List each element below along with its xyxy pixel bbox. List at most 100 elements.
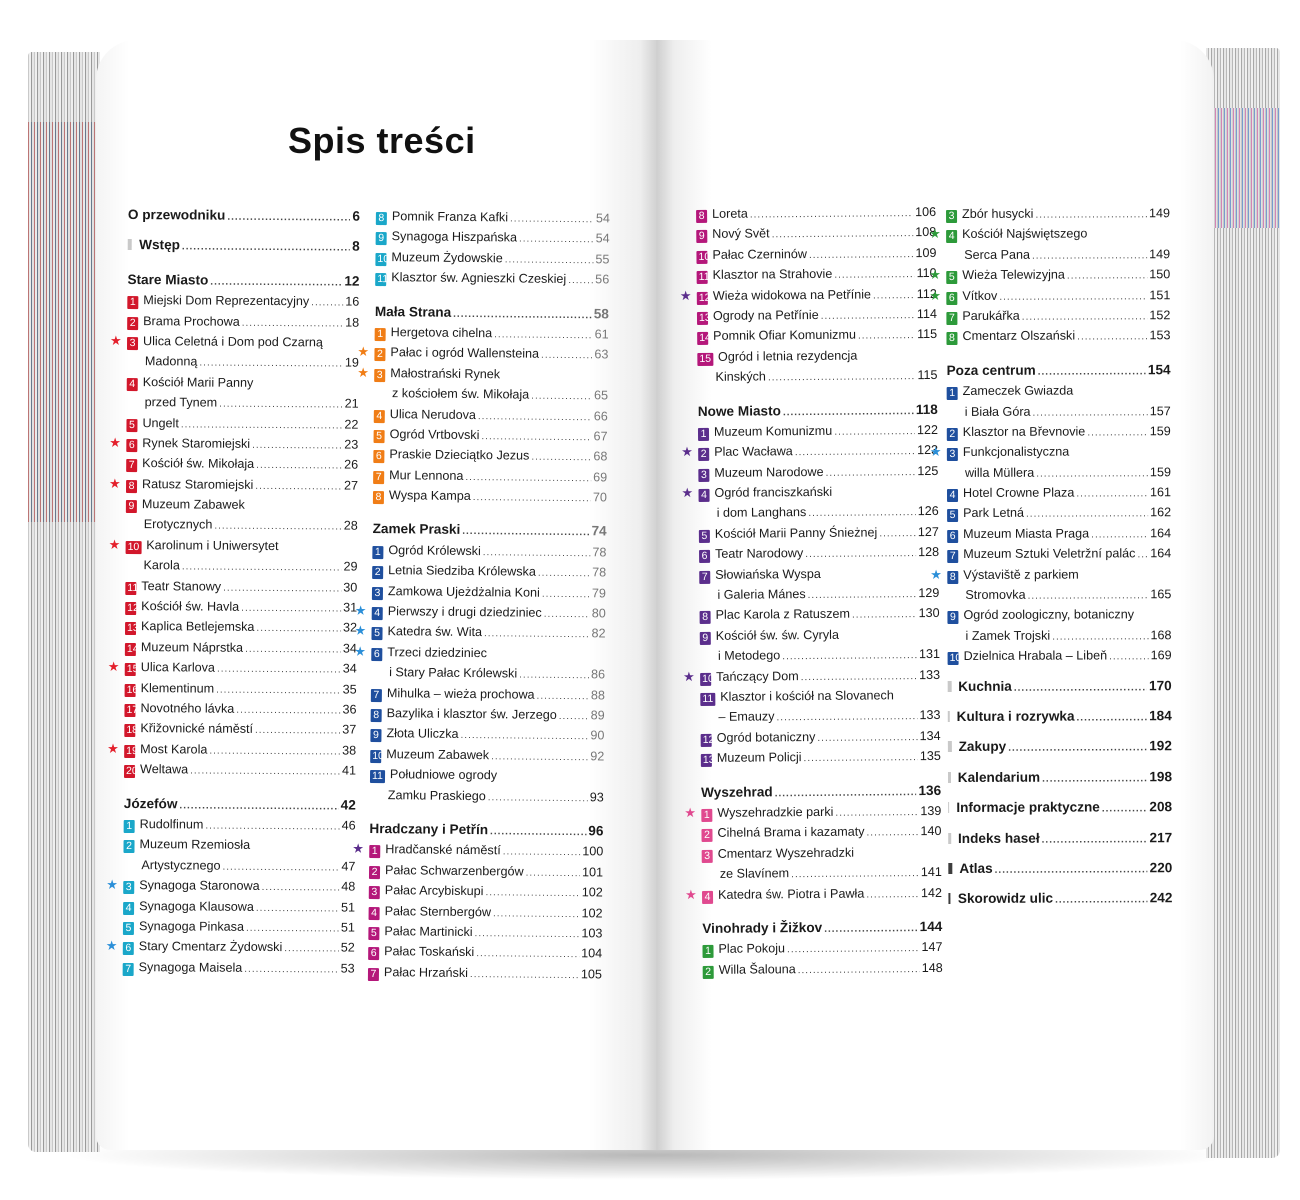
toc-entry[interactable]: 8 Bazylika i klasztor św. Jerzego 89 (370, 703, 605, 726)
toc-entry[interactable]: 7 Mihulka – wieża prochowa 88 (370, 683, 605, 706)
toc-entry[interactable]: ★ 2 Pałac i ogród Wallensteina 63 (357, 342, 608, 365)
toc-entry[interactable]: 9 Synagoga Hiszpańska 54 (375, 226, 610, 249)
toc-entry[interactable]: ★ 10 Karolinum i Uniwersytet (109, 535, 358, 557)
toc-entry[interactable]: 7 Mur Lennona 69 (373, 465, 607, 488)
toc-section[interactable]: Kuchnia 170 (947, 676, 1172, 697)
toc-section[interactable]: Kalendarium 198 (947, 767, 1172, 788)
toc-entry-continuation[interactable]: Karola 29 (125, 555, 357, 577)
toc-entry[interactable]: 11 Klasztor i kościół na Slovanech (700, 685, 940, 707)
toc-entry[interactable]: ★ 6 Trzeci dziedziniec (354, 642, 605, 665)
toc-entry-continuation[interactable]: – Emauzy 133 (700, 705, 940, 727)
toc-chapter[interactable]: Józefów 42 (124, 794, 356, 816)
toc-entry[interactable]: 7 Słowiańska Wyspa (699, 563, 939, 585)
toc-entry[interactable]: 1 Rudolfinum 46 (123, 814, 356, 836)
toc-chapter[interactable]: Mała Strana 58 (375, 302, 609, 325)
toc-entry[interactable]: 3 Pałac Arcybiskupi 102 (368, 880, 603, 903)
toc-entry-continuation[interactable]: Zamku Praskiego 93 (370, 785, 604, 808)
toc-entry[interactable]: 11 Południowe ogrody (369, 764, 604, 787)
toc-entry[interactable]: 5 Park Letná 162 (947, 503, 1171, 524)
toc-section[interactable]: O przewodniku 6 (128, 205, 360, 227)
toc-entry[interactable]: ★ 4 Ogród franciszkański (681, 481, 938, 503)
toc-entry[interactable]: ★ 3 Synagoga Staronowa 48 (106, 875, 355, 897)
toc-section[interactable]: Wstęp 8 (127, 235, 360, 257)
toc-entry[interactable]: 7 Synagoga Maisela 53 (122, 957, 355, 979)
toc-entry-continuation[interactable]: i Zamek Trojski 168 (947, 625, 1171, 646)
toc-entry[interactable]: 1 Miejski Dom Reprezentacyjny 16 (127, 290, 359, 312)
toc-chapter[interactable]: Vinohrady i Žižkov 144 (702, 917, 942, 939)
toc-entry[interactable]: ★ 8 Ratusz Staromiejski 27 (109, 474, 358, 496)
toc-entry[interactable]: 8 Plac Karola z Ratuszem 130 (699, 603, 940, 625)
toc-section[interactable]: Atlas 220 (948, 858, 1172, 879)
toc-entry[interactable]: 5 Synagoga Pinkasa 51 (122, 916, 355, 938)
toc-entry[interactable]: 7 Parukářka 152 (946, 305, 1170, 326)
toc-entry[interactable]: 2 Brama Prochowa 18 (127, 311, 359, 333)
toc-entry[interactable]: 3 Zbór husycki 149 (946, 203, 1170, 224)
toc-entry[interactable]: 4 Kościół Marii Panny (126, 372, 359, 394)
toc-entry[interactable]: 8 Loreta 106 (696, 202, 936, 224)
toc-entry-continuation[interactable]: i Biała Góra 157 (947, 401, 1171, 422)
toc-entry[interactable]: 7 Kościół św. Mikołaja 26 (126, 453, 358, 475)
toc-entry-continuation[interactable]: Serca Pana 149 (946, 244, 1170, 265)
toc-chapter[interactable]: Hradczany i Petřín 96 (369, 819, 603, 842)
toc-entry[interactable]: 15 Ogród i letnia rezydencja (697, 345, 937, 367)
toc-entry-continuation[interactable]: z kościołem św. Mikołaja 65 (374, 383, 608, 406)
toc-section[interactable]: Kultura i rozrywka 184 (947, 706, 1172, 727)
toc-entry[interactable]: ★ 3 Małostrański Rynek (357, 363, 608, 386)
toc-entry-continuation[interactable]: i Galeria Mánes 129 (699, 583, 939, 605)
toc-entry[interactable]: 9 Muzeum Zabawek (125, 494, 358, 516)
toc-entry[interactable]: ★ 3 Ulica Celetná i Dom pod Czarną (110, 331, 359, 353)
toc-entry[interactable]: ★ 4 Pierwszy i drugi dziedziniec 80 (355, 601, 606, 624)
toc-entry[interactable]: 8 Pomnik Franza Kafki 54 (375, 206, 610, 229)
toc-entry[interactable]: ★ 6 Rynek Staromiejski 23 (109, 433, 358, 455)
toc-entry[interactable]: 1 Zameczek Gwiazda (946, 380, 1171, 401)
toc-entry[interactable]: 2 Muzeum Rzemiosła (123, 834, 355, 856)
toc-entry[interactable]: ★ 3 Funkcjonalistyczna (930, 442, 1171, 463)
toc-chapter[interactable]: Nowe Miasto 118 (698, 399, 938, 421)
toc-entry[interactable]: ★ 1 Wyszehradzkie parki 139 (684, 801, 941, 823)
toc-entry[interactable]: ★ 5 Katedra św. Wita 82 (354, 621, 605, 644)
toc-entry[interactable]: ★ 8 Výstaviště z parkiem (930, 564, 1171, 585)
toc-entry-continuation[interactable]: Kinských 115 (697, 365, 937, 387)
toc-entry[interactable]: 1 Hergetova cihelna 61 (374, 322, 609, 345)
toc-entry[interactable]: ★ 1 Hradčanské náměstí 100 (352, 839, 603, 862)
toc-entry-continuation[interactable]: Stromovka 165 (947, 584, 1171, 605)
toc-chapter[interactable]: Wyszehrad 136 (701, 780, 941, 802)
toc-entry[interactable]: 5 Kościół Marii Panny Śnieżnej 127 (698, 522, 939, 544)
toc-entry[interactable]: 6 Muzeum Miasta Praga 164 (947, 523, 1171, 544)
toc-entry[interactable]: 4 Pałac Sternbergów 102 (368, 900, 603, 923)
toc-entry-continuation[interactable]: i Metodego 131 (700, 644, 940, 666)
toc-entry-continuation[interactable]: Erotycznych 28 (126, 514, 358, 536)
toc-entry[interactable]: 2 Cihelná Brama i kazamaty 140 (701, 821, 942, 843)
toc-entry-continuation[interactable]: i dom Langhans 126 (699, 501, 939, 523)
toc-entry-continuation[interactable]: Artystycznego47 (123, 855, 355, 877)
toc-entry[interactable]: 4 Synagoga Klausowa 51 (123, 895, 355, 917)
toc-entry[interactable]: 9 Złota Uliczka 90 (370, 723, 605, 746)
toc-entry[interactable]: 3 Muzeum Narodowe 125 (698, 461, 938, 483)
